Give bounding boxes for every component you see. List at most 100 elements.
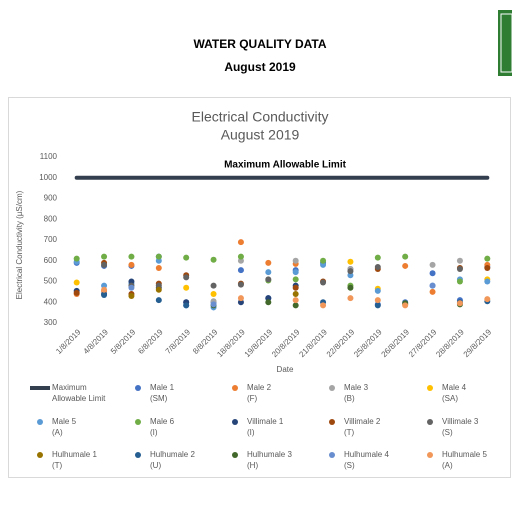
data-point xyxy=(237,253,244,260)
data-point xyxy=(347,272,354,279)
data-point xyxy=(265,295,272,302)
logo-inner xyxy=(500,13,512,73)
data-point xyxy=(292,276,299,283)
data-point xyxy=(155,297,162,304)
legend-symbol xyxy=(232,452,238,458)
data-point xyxy=(237,295,244,302)
data-point xyxy=(292,302,299,309)
legend-symbol xyxy=(329,419,335,425)
chart-subtitle: August 2019 xyxy=(221,127,300,143)
data-point xyxy=(101,282,108,289)
y-tick-label: 400 xyxy=(44,297,58,306)
logo-strip xyxy=(498,10,512,76)
legend-label: Villimale 1 (I) xyxy=(247,417,286,437)
data-point xyxy=(402,302,409,309)
data-point xyxy=(155,286,162,293)
data-point xyxy=(484,265,491,272)
legend-symbol xyxy=(135,385,141,391)
data-point xyxy=(210,256,217,263)
data-point xyxy=(347,295,354,302)
y-tick-label: 1100 xyxy=(40,152,58,161)
data-point xyxy=(402,253,409,260)
data-point xyxy=(456,278,463,285)
data-point xyxy=(347,268,354,275)
data-point xyxy=(73,255,80,262)
y-tick-label: 900 xyxy=(44,194,58,203)
data-point xyxy=(155,257,162,264)
data-point xyxy=(155,282,162,289)
data-point xyxy=(292,257,299,264)
legend-symbol xyxy=(232,419,238,425)
data-point xyxy=(374,287,381,294)
legend-label: Maximum Allowable Limit xyxy=(52,383,106,403)
data-point xyxy=(210,282,217,289)
data-point xyxy=(292,297,299,304)
data-point xyxy=(128,293,135,300)
data-point xyxy=(237,239,244,246)
data-point xyxy=(237,257,244,264)
y-tick-label: 1000 xyxy=(39,173,57,182)
data-point xyxy=(237,281,244,288)
legend-symbol xyxy=(37,452,43,458)
data-point xyxy=(374,297,381,304)
data-point xyxy=(484,296,491,303)
data-point xyxy=(429,288,436,295)
chart-title: Electrical Conductivity xyxy=(192,109,329,125)
chart-frame xyxy=(8,97,511,478)
doc-subtitle: August 2019 xyxy=(224,60,296,74)
data-point xyxy=(101,253,108,260)
data-point xyxy=(128,278,135,285)
data-point xyxy=(292,290,299,297)
annotation: Maximum Allowable Limit xyxy=(224,160,347,171)
legend-symbol xyxy=(232,385,238,391)
data-point xyxy=(128,253,135,260)
data-point xyxy=(210,290,217,297)
data-point xyxy=(128,261,135,268)
data-point xyxy=(210,301,217,308)
data-point xyxy=(265,269,272,276)
data-point xyxy=(183,254,190,261)
data-point xyxy=(402,262,409,269)
legend-symbol xyxy=(37,419,43,425)
legend-label: Hulhumale 5 (A) xyxy=(442,450,489,470)
data-point xyxy=(484,278,491,285)
legend-label: Hulhumale 3 (H) xyxy=(247,450,294,470)
data-point xyxy=(237,299,244,306)
data-point xyxy=(484,255,491,262)
legend-label: Hulhumale 1 (T) xyxy=(52,450,99,470)
data-point xyxy=(183,302,190,309)
data-point xyxy=(347,258,354,265)
data-point xyxy=(292,284,299,291)
data-point xyxy=(347,284,354,291)
y-tick-label: 600 xyxy=(44,256,58,265)
data-point xyxy=(456,257,463,264)
legend-label: Male 4 (SA) xyxy=(442,383,468,403)
data-point xyxy=(456,266,463,273)
legend-label: Male 1 (SM) xyxy=(150,383,176,403)
y-tick-label: 800 xyxy=(44,214,58,223)
legend-symbol xyxy=(329,452,335,458)
legend-symbol xyxy=(427,385,433,391)
legend-label: Male 2 (F) xyxy=(247,383,273,403)
legend-label: Hulhumale 2 (U) xyxy=(150,450,197,470)
data-point xyxy=(155,253,162,260)
data-point xyxy=(320,279,327,286)
data-point xyxy=(320,257,327,264)
data-point xyxy=(265,299,272,306)
data-point xyxy=(292,269,299,276)
legend-label: Villimale 2 (T) xyxy=(344,417,383,437)
data-point xyxy=(429,261,436,268)
data-point xyxy=(456,300,463,307)
data-point xyxy=(320,302,327,309)
legend-label: Hulhumale 4 (S) xyxy=(344,450,391,470)
data-point xyxy=(265,259,272,266)
legend-symbol xyxy=(427,452,433,458)
legend-symbol xyxy=(135,419,141,425)
data-point xyxy=(374,302,381,309)
data-point xyxy=(320,261,327,268)
data-point xyxy=(429,282,436,289)
data-point xyxy=(73,279,80,286)
legend-label: Male 3 (B) xyxy=(344,383,370,403)
